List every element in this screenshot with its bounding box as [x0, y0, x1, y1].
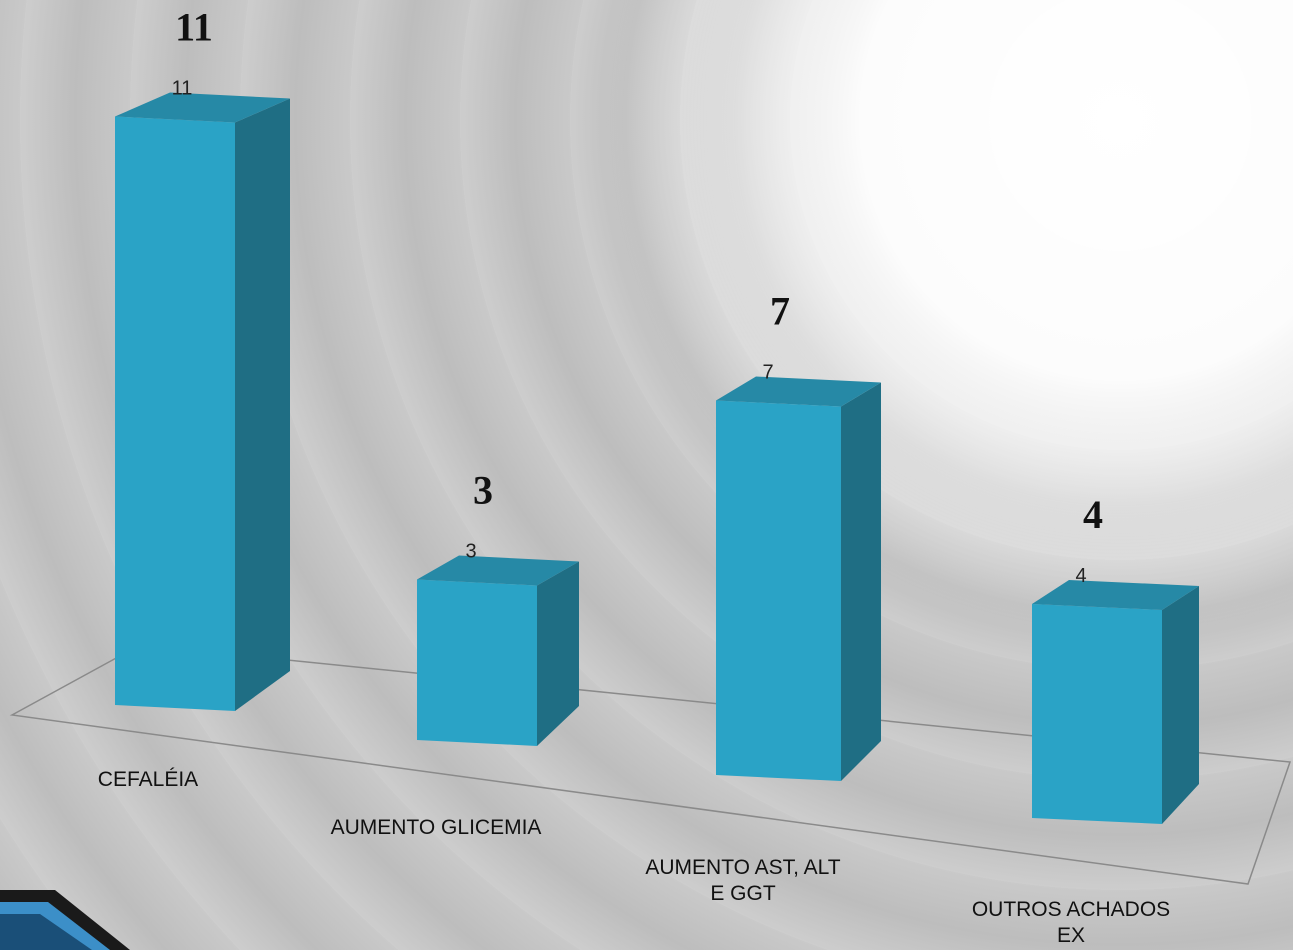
- data-label: 4: [1075, 565, 1086, 587]
- bar-side-face: [1162, 586, 1199, 824]
- bar-top-face: [1032, 580, 1199, 610]
- data-label: 3: [465, 541, 476, 563]
- category-label: CEFALÉIA: [98, 768, 198, 791]
- category-label: AUMENTO GLICEMIA: [331, 816, 542, 839]
- chart-floor: [9, 644, 1292, 885]
- annotation-labels-group: 11 3 7 4: [175, 5, 1103, 538]
- annotation-label: 7: [770, 289, 790, 334]
- data-label: 11: [172, 78, 193, 100]
- decorative-corner-shape: [0, 890, 130, 950]
- bar-front-face: [1032, 604, 1162, 824]
- bar-1: [115, 92, 290, 711]
- bar-3: [716, 376, 881, 781]
- annotation-label: 3: [473, 468, 493, 513]
- bar-top-face: [417, 555, 579, 586]
- bar-top-face: [115, 92, 290, 123]
- category-labels-group: CEFALÉIA AUMENTO GLICEMIA AUMENTO AST, ALT…: [98, 768, 1170, 947]
- bar-side-face: [537, 561, 579, 746]
- bar-top-face: [716, 376, 881, 407]
- bar-front-face: [716, 400, 841, 781]
- category-label: OUTROS ACHADOS EX: [972, 898, 1170, 947]
- bar-4: [1032, 580, 1199, 824]
- annotation-label: 4: [1083, 492, 1103, 537]
- bars-group: [115, 92, 1199, 824]
- bar-front-face: [115, 116, 235, 711]
- bar-front-face: [417, 579, 537, 746]
- category-label: AUMENTO AST, ALT E GGT: [645, 856, 840, 905]
- data-labels-group: 11 3 7 4: [172, 78, 1087, 588]
- bar-side-face: [841, 382, 881, 781]
- bar-2: [417, 555, 579, 746]
- annotation-label: 11: [175, 5, 213, 50]
- data-label: 7: [762, 362, 773, 384]
- bar-side-face: [235, 98, 290, 711]
